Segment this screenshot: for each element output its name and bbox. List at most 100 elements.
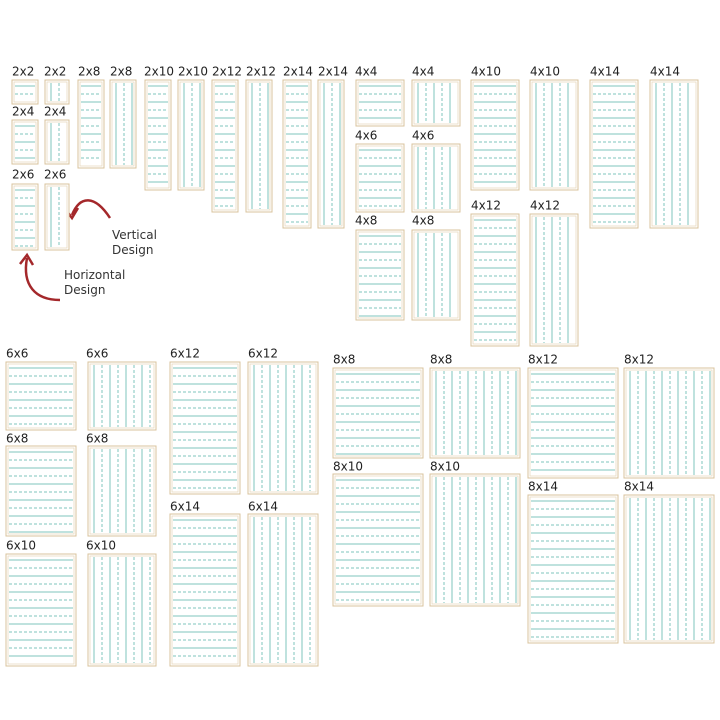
tile-inner [625,369,713,477]
tile-border [5,361,77,431]
tile [527,494,619,644]
tile-label: 2x12 [246,65,276,79]
tile [470,213,520,347]
tile-border [529,213,579,347]
tile [623,367,715,479]
tile-inner [213,81,237,211]
tile-label: 4x8 [412,214,434,228]
tile-label: 2x4 [12,105,34,119]
tile-inner [46,185,68,249]
tile-border [282,79,312,229]
tile [470,79,520,191]
tile-inner [247,81,271,211]
tile-label: 2x8 [78,65,100,79]
tile-label: 6x14 [248,500,278,514]
tile [429,367,521,459]
tile [87,553,157,667]
tile-label: 8x14 [528,480,558,494]
tile [649,79,699,229]
tile [317,79,345,229]
tile [247,513,319,667]
tile-inner [413,231,459,319]
tile-label: 2x14 [283,65,313,79]
tile-border [87,445,157,537]
tile-border [411,143,461,213]
tile-inner [357,145,403,211]
tile-label: 6x12 [170,347,200,361]
tile-label: 8x8 [430,353,452,367]
tile-label: 6x6 [86,347,108,361]
tile-border [470,79,520,191]
tile [87,361,157,431]
tile-label: 8x10 [430,460,460,474]
tile-label: 6x8 [86,432,108,446]
tile [282,79,312,229]
tile [332,473,424,607]
tile-inner [7,447,75,535]
tile-label: 2x2 [44,65,66,79]
tile-border [11,79,39,105]
tile-inner [89,447,155,535]
tile-label: 6x8 [6,432,28,446]
tile-inner [13,121,37,163]
tile-label: 4x6 [412,129,434,143]
tile-border [211,79,239,213]
tile-label: 8x12 [624,353,654,367]
tile-inner [334,369,422,457]
tile [11,79,39,105]
tile-inner [7,363,75,429]
tile-inner [357,231,403,319]
tile-inner [651,81,697,227]
tile-label: 4x4 [355,65,377,79]
tile [429,473,521,607]
tile-label: 2x14 [318,65,348,79]
tile-inner [249,363,317,493]
tile-label: 8x8 [333,353,355,367]
tile-label: 4x6 [355,129,377,143]
tile [211,79,239,213]
tile-label: 8x14 [624,480,654,494]
tile-border [429,367,521,459]
tile [5,553,77,667]
tile [355,143,405,213]
tile-inner [319,81,343,227]
tile [529,213,579,347]
tile-label: 2x10 [144,65,174,79]
tile [355,79,405,127]
tile-border [44,119,70,165]
tile-inner [472,81,518,189]
tile [529,79,579,191]
tile-inner [413,81,459,125]
tile [44,119,70,165]
tile-inner [89,555,155,665]
tile-inner [171,515,239,665]
tile-border [623,367,715,479]
tile-label: 6x6 [6,347,28,361]
tile-border [529,79,579,191]
tile-label: 2x8 [110,65,132,79]
tile-border [44,79,70,105]
tile [245,79,273,213]
tile-label: 6x14 [170,500,200,514]
tile-border [527,367,619,479]
tile [355,229,405,321]
tile-inner [531,215,577,345]
tile-inner [431,369,519,457]
tile-label: 6x12 [248,347,278,361]
tile-inner [13,185,37,249]
tile-label: 2x2 [12,65,34,79]
tile-border [355,79,405,127]
tile-inner [89,363,155,429]
tile-label: 8x12 [528,353,558,367]
tile-border [355,143,405,213]
arrow [70,199,112,219]
tile-inner [413,145,459,211]
tile-label: 2x10 [178,65,208,79]
tile-border [5,553,77,667]
tile-inner [171,363,239,493]
tile-border [169,513,241,667]
tile [11,183,39,251]
tile-inner [334,475,422,605]
tile-inner [111,81,135,167]
tile-inner [79,81,103,167]
